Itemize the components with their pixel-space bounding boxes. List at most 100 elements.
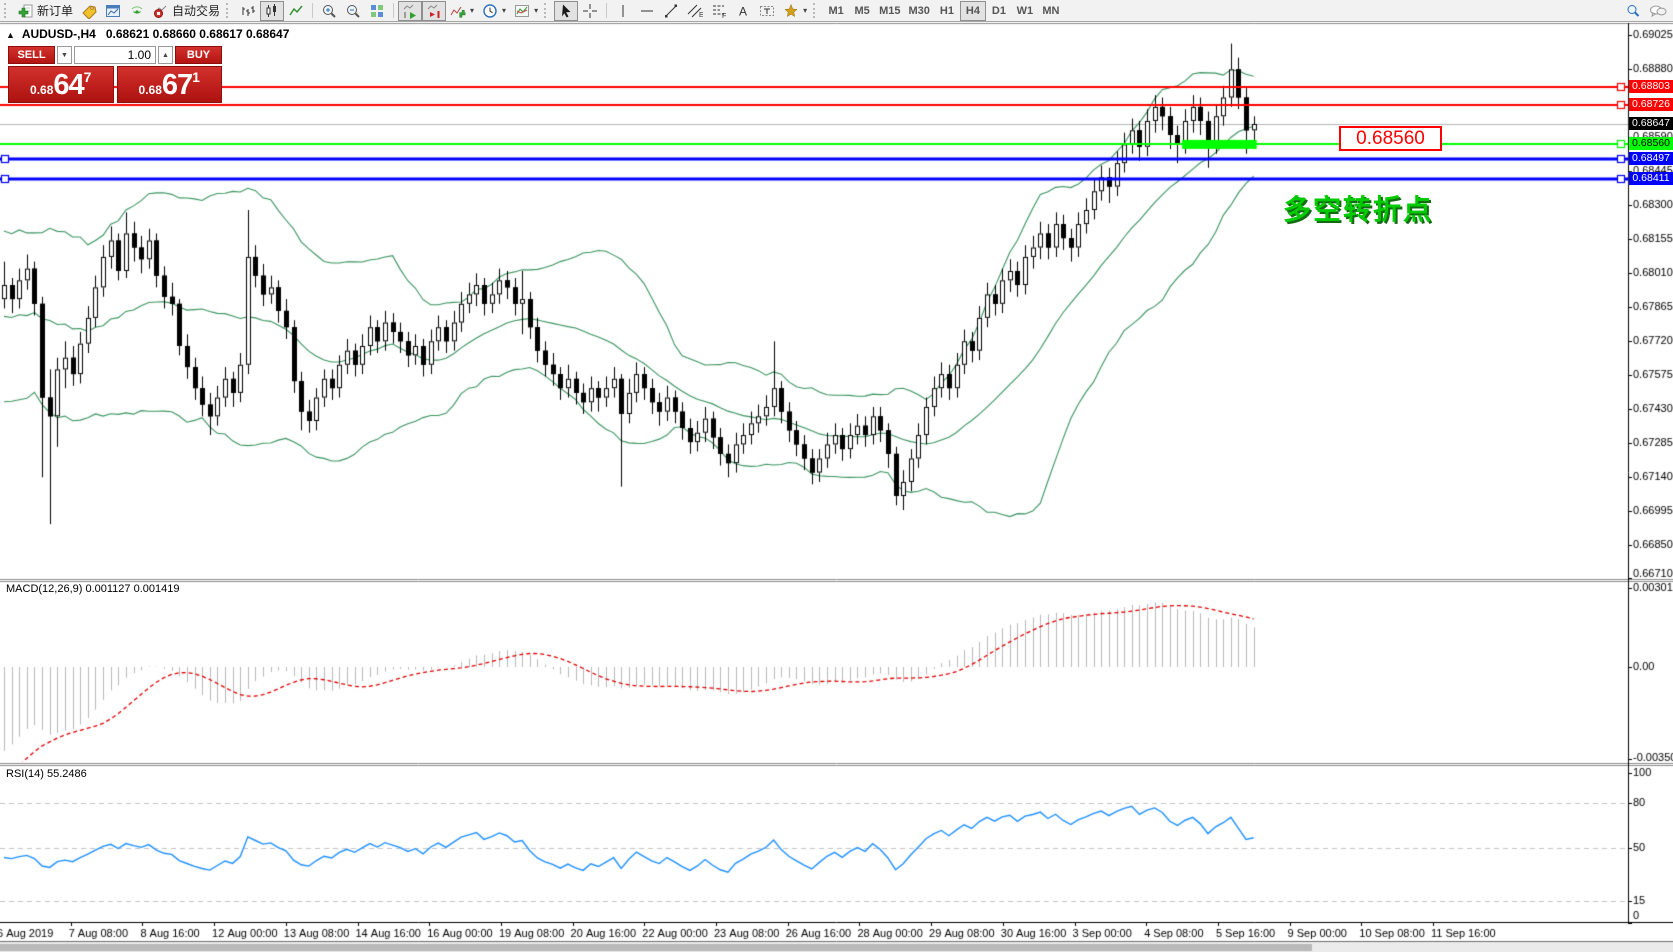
toolbar-grip [813,3,819,18]
fibonacci-button[interactable]: F [707,1,731,21]
timeframe-h4-button[interactable]: H4 [959,0,986,21]
text-label-icon [759,3,775,19]
chart-window-icon [105,3,121,19]
timeframe-m15-button[interactable]: M15 [875,1,904,21]
chart-title: ▲ AUDUSD-,H4 0.68621 0.68660 0.68617 0.6… [6,27,289,41]
line-chart-type-button[interactable] [284,1,308,21]
arrows-button[interactable]: ▾ [779,1,811,21]
collapse-panel-icon[interactable]: ▲ [6,30,15,40]
scale-label-resistance-lower: 0.68726 [1629,98,1673,111]
pivot-note-text[interactable]: 多空转折点 [1283,194,1434,225]
zoom-in-icon [321,3,337,19]
chart-window-button[interactable] [101,1,125,21]
zoom-in-button[interactable] [317,1,341,21]
toolbar-separator [606,3,608,18]
new-order-button[interactable]: 新订单 [14,1,77,21]
chart-ohlc-values: 0.68621 0.68660 0.68617 0.68647 [105,27,290,41]
toolbar-grip [226,3,232,18]
sell-price-big: 64 [53,69,84,101]
timeframe-m1-button[interactable]: M1 [823,1,849,21]
search-icon [1625,3,1641,19]
scale-label-support-upper: 0.68497 [1629,152,1673,165]
chat-icon [1649,3,1667,19]
periods-button[interactable]: ▾ [478,1,510,21]
chart-symbol-period: AUDUSD-,H4 [21,27,96,41]
buy-price-sup: 1 [192,69,200,85]
buy-button[interactable]: BUY [175,46,222,64]
timeframe-mn-button[interactable]: MN [1038,1,1064,21]
signal-button[interactable] [125,1,149,21]
volume-increase-button[interactable]: ▲ [158,46,173,64]
fibonacci-icon: F [711,3,727,19]
search-button[interactable] [1621,1,1645,21]
timeframe-w1-button[interactable]: W1 [1012,1,1038,21]
scale-label-support-lower: 0.68411 [1629,172,1673,185]
indicators-button[interactable]: ▾ [446,1,478,21]
auto-scroll-button[interactable] [398,0,423,21]
text-label-button[interactable] [755,1,779,21]
clock-icon [482,3,498,19]
buy-price-base: 0.68 [138,83,162,97]
volume-input[interactable] [74,46,156,64]
sell-price-button[interactable]: 0.68 64 7 [8,66,114,103]
candlestick-chart-type-button[interactable] [260,0,285,21]
vertical-line-button[interactable] [611,1,635,21]
chevron-down-icon: ▾ [803,6,808,15]
macd-indicator-label: MACD(12,26,9) 0.001127 0.001419 [6,583,180,595]
sell-price-base: 0.68 [30,83,54,97]
zoom-out-button[interactable] [341,1,365,21]
equidistant-channel-button[interactable]: E [683,1,707,21]
trendline-icon [663,3,679,19]
bar-chart-type-button[interactable] [236,1,260,21]
new-order-label: 新订单 [37,4,74,18]
cursor-button[interactable] [554,0,579,21]
rsi-indicator-label: RSI(14) 55.2486 [6,768,87,780]
horizontal-line-icon [639,3,655,19]
arrows-icon [783,3,799,19]
one-click-trading-panel: SELL ▼ ▲ BUY 0.68 64 7 0.68 67 1 [8,46,222,103]
templates-button[interactable]: ▾ [510,1,542,21]
sell-button[interactable]: SELL [8,46,55,64]
scale-label-resistance-upper: 0.68803 [1629,80,1673,93]
horizontal-line-button[interactable] [635,1,659,21]
volume-decrease-button[interactable]: ▼ [57,46,72,64]
scale-label-pivot-green: 0.68560 [1629,137,1673,150]
toolbar-grip [544,3,550,18]
chart-shift-icon [426,3,442,19]
timeframe-m30-button[interactable]: M30 [905,1,934,21]
crosshair-button[interactable] [578,1,602,21]
price-tag-icon [81,3,97,19]
channel-icon: E [687,3,703,19]
auto-scroll-icon [402,3,418,19]
timeframe-h1-button[interactable]: H1 [934,1,960,21]
crosshair-icon [582,3,598,19]
chat-button[interactable] [1645,1,1671,21]
templates-icon [514,3,530,19]
buy-price-big: 67 [161,69,193,101]
scale-label-bid-price: 0.68647 [1629,117,1673,130]
line-chart-icon [288,3,304,19]
timeframe-d1-button[interactable]: D1 [986,1,1012,21]
vertical-line-icon [615,3,631,19]
new-order-icon [18,3,34,19]
zoom-out-icon [345,3,361,19]
svg-text:A: A [739,4,747,18]
price-annotation-box[interactable]: 0.68560 [1339,126,1442,151]
bar-chart-icon [240,3,256,19]
chevron-down-icon: ▾ [502,6,507,15]
buy-price-button[interactable]: 0.68 67 1 [116,66,222,103]
trendline-button[interactable] [659,1,683,21]
chart-shift-button[interactable] [422,0,447,21]
tile-windows-button[interactable] [365,1,389,21]
sell-price-sup: 7 [83,69,92,85]
autotrading-label: 自动交易 [172,4,221,18]
autotrading-button[interactable]: 自动交易 [149,1,224,21]
signal-icon [129,3,145,19]
toolbar-separator [393,3,395,18]
toolbar-separator [312,3,314,18]
text-button[interactable]: A [731,1,755,21]
timeframe-m5-button[interactable]: M5 [849,1,875,21]
price-tag-button[interactable] [77,1,101,21]
